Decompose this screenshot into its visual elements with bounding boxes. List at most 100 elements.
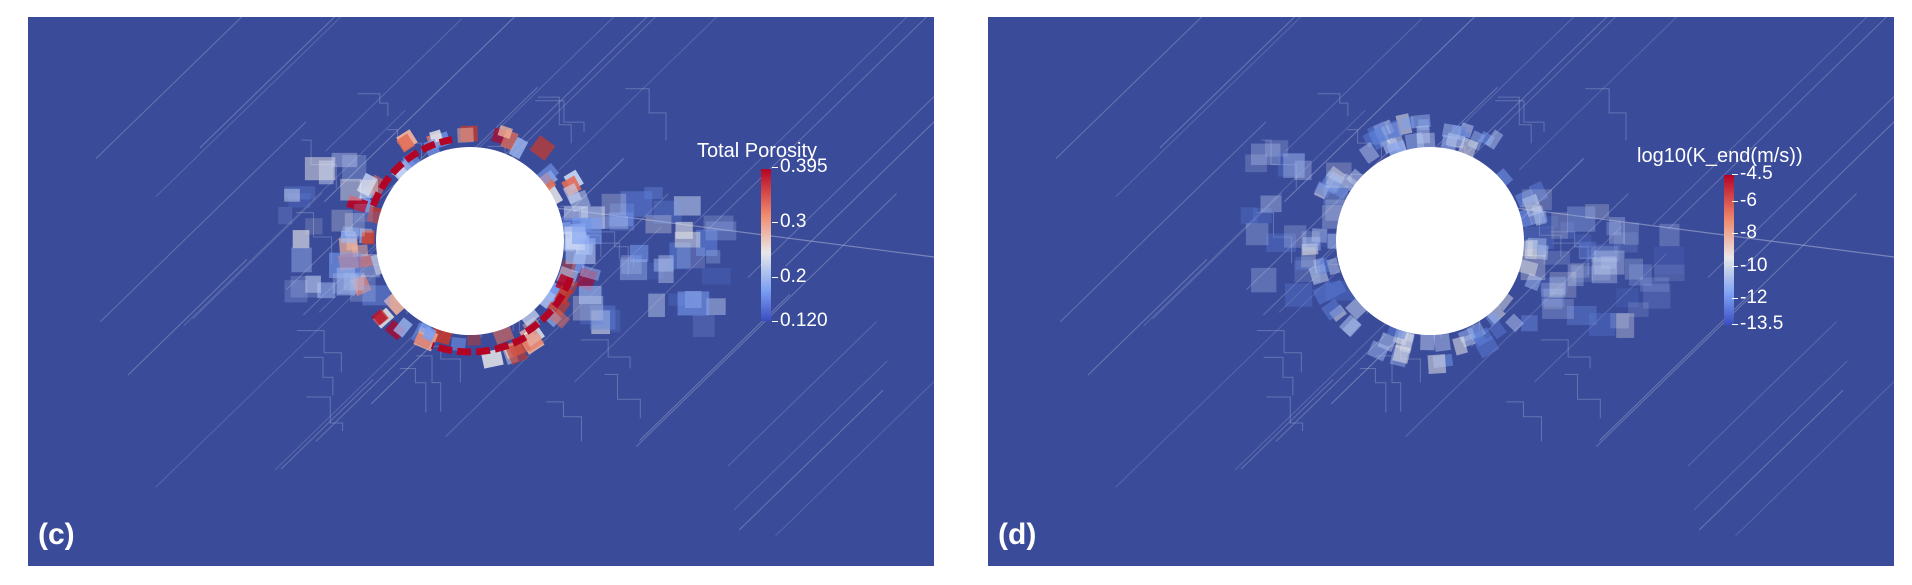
fracture-trace [1735, 381, 1894, 537]
fracture-trace [127, 259, 248, 376]
damage-cell [508, 136, 529, 160]
fracture-trace [1405, 226, 1622, 438]
damage-cell [1524, 273, 1543, 292]
damage-cell [1549, 272, 1577, 298]
damage-cell [1387, 119, 1403, 140]
damage-cell [1323, 185, 1349, 205]
fracture-trace [1745, 121, 1894, 267]
damage-cell [1245, 223, 1269, 246]
damage-cell [529, 135, 556, 161]
damage-cell [1240, 207, 1258, 225]
damage-cell [596, 309, 621, 333]
fracture-trace [1497, 96, 1532, 144]
fracture-trace [1255, 212, 1293, 264]
damage-cell [1628, 302, 1649, 317]
fracture-trace [604, 373, 641, 419]
colorbar-tick: -10 [1731, 255, 1768, 276]
damage-cell [1294, 160, 1312, 181]
fracture-trace [199, 17, 336, 149]
damage-cell [361, 232, 375, 245]
fracture-trace [1143, 109, 1366, 326]
damage-cell [1521, 193, 1543, 218]
damage-cell [1427, 354, 1447, 375]
damage-cell [1441, 123, 1462, 140]
damage-cell [701, 267, 731, 285]
damage-cell [1514, 188, 1537, 208]
damage-cell [602, 216, 629, 229]
damage-cell [1560, 222, 1575, 239]
damage-cell [696, 229, 718, 256]
fracture-trace [445, 226, 662, 438]
damage-cell [1265, 140, 1289, 157]
colorbar-tick: 0.395 [772, 156, 828, 177]
damage-cell [669, 242, 691, 270]
fracture-trace [1263, 356, 1294, 396]
damage-cell [413, 332, 433, 350]
damage-cell [331, 152, 358, 168]
fracture-trace [1359, 368, 1387, 413]
damage-cell [1495, 168, 1514, 187]
damage-cell [1266, 233, 1296, 252]
damage-cell [288, 193, 311, 208]
fracture-trace [183, 109, 406, 326]
colorbar-tick: -12 [1731, 287, 1768, 308]
damage-cell [497, 125, 513, 139]
fracture-trace [1285, 18, 1422, 152]
fracture-trace [580, 339, 631, 369]
damage-cell [336, 267, 356, 296]
fracture-trace [1152, 192, 1283, 319]
damage-cell [1284, 225, 1307, 248]
colorbar-tick: -6 [1732, 190, 1757, 211]
fracture-trace [1347, 129, 1383, 158]
fracture-trace [95, 17, 243, 159]
damage-cell [1368, 127, 1389, 151]
fracture-trace [733, 360, 888, 511]
colorbar-tick: 0.2 [771, 266, 807, 287]
damage-cell [580, 296, 604, 325]
fracture-trace [323, 17, 516, 203]
damage-cell [1640, 277, 1670, 292]
fracture-trace [537, 96, 572, 144]
damage-cell [1312, 281, 1338, 306]
damage-cell [658, 255, 674, 284]
damage-cell [1301, 243, 1319, 256]
damage-cell [1591, 246, 1619, 262]
damage-cell [1285, 283, 1313, 307]
damage-cell [1572, 266, 1594, 283]
fracture-trace [325, 18, 462, 152]
fracture-trace [306, 396, 344, 432]
damage-cell [1566, 306, 1597, 325]
damage-cell [1623, 222, 1639, 245]
fracture-trace [295, 212, 333, 264]
damage-cell [1475, 335, 1500, 359]
damage-cell [1420, 333, 1435, 351]
damage-cell [359, 179, 379, 199]
damage-cell [1485, 304, 1506, 325]
damage-cell [1495, 291, 1514, 311]
damage-cell [1539, 277, 1569, 293]
damage-cell [1301, 247, 1316, 268]
damage-cell [1585, 204, 1610, 219]
damage-cell [1543, 251, 1570, 265]
fracture-trace [1317, 93, 1349, 117]
colorbar-title: log10(K_end(m/s)) [1637, 145, 1803, 167]
damage-cell [1321, 298, 1344, 321]
damage-cell [331, 209, 353, 232]
panel-c: Total Porosity 0.395 0.3 0.2 0.120 (c) [28, 17, 934, 566]
damage-cell [1528, 180, 1549, 204]
fracture-trace [1687, 321, 1838, 467]
damage-cell [677, 291, 710, 316]
damage-cell [675, 221, 693, 239]
damage-cell [591, 310, 611, 335]
damage-cell [1616, 288, 1639, 308]
fracture-trace [1275, 334, 1387, 442]
damage-cell [1542, 299, 1574, 319]
damage-cell [579, 265, 601, 281]
damage-cell [1610, 313, 1629, 329]
damage-cell [1245, 154, 1267, 173]
damage-cell [346, 195, 369, 213]
damage-cell [1251, 143, 1281, 165]
damage-cell [1252, 208, 1272, 224]
damage-cell [1654, 264, 1685, 282]
damage-cell [572, 295, 604, 321]
